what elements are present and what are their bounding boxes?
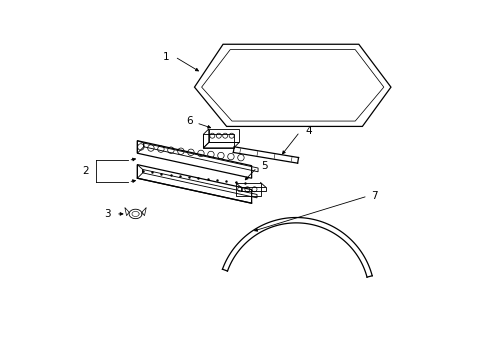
Text: 1: 1 <box>163 52 169 62</box>
Text: 7: 7 <box>370 191 377 201</box>
Text: 6: 6 <box>186 116 192 126</box>
Text: 5: 5 <box>261 161 268 171</box>
Text: 3: 3 <box>104 209 110 219</box>
Text: 2: 2 <box>82 166 89 176</box>
Text: 4: 4 <box>305 126 311 136</box>
